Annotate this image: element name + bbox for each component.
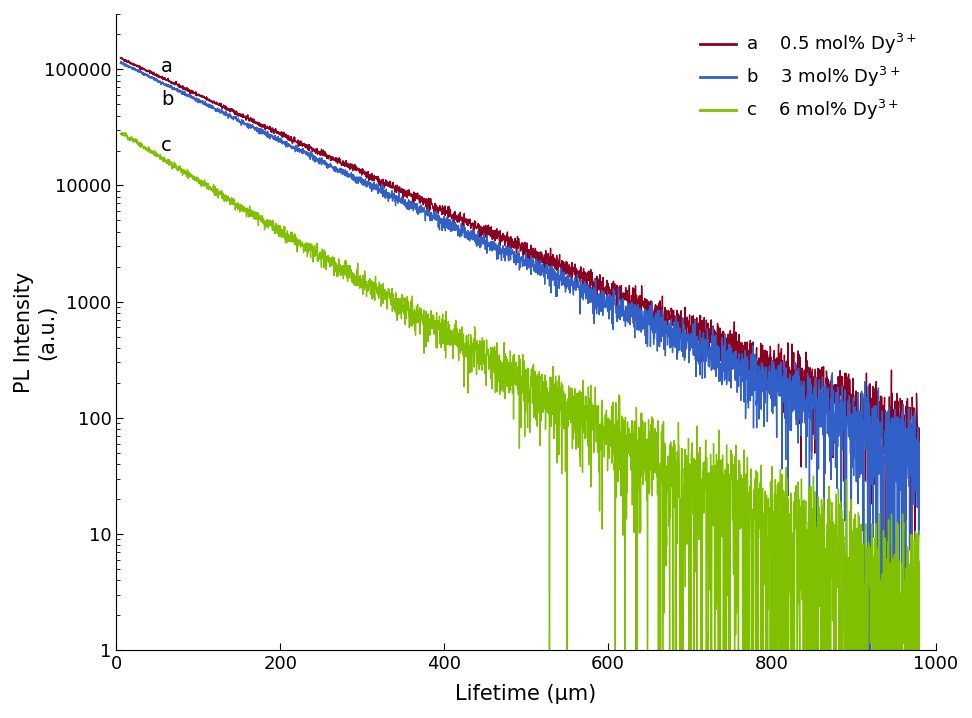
Y-axis label: PL Intensity
(a.u.): PL Intensity (a.u.) (14, 271, 57, 393)
Text: b: b (161, 90, 174, 109)
X-axis label: Lifetime (μm): Lifetime (μm) (455, 684, 597, 704)
Text: a: a (161, 57, 173, 76)
Legend: a    0.5 mol% Dy$^{3+}$, b    3 mol% Dy$^{3+}$, c    6 mol% Dy$^{3+}$: a 0.5 mol% Dy$^{3+}$, b 3 mol% Dy$^{3+}$… (690, 23, 926, 131)
Text: c: c (161, 136, 172, 155)
